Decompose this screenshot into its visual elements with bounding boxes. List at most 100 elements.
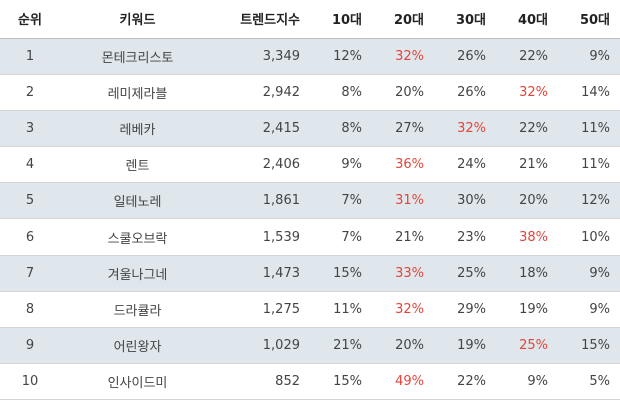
age-50s-cell: 10% <box>581 229 610 245</box>
trend-index-cell: 3,349 <box>262 48 300 64</box>
trend-index-cell: 852 <box>275 374 300 390</box>
table-row: 6 스쿨오브락 1,539 7% 21% 23% 38% 10% <box>0 219 620 256</box>
rank-cell: 6 <box>25 229 35 245</box>
keyword-cell: 겨울나그네 <box>107 267 168 283</box>
age-30s-cell: 19% <box>457 338 486 354</box>
table-row: 2 레미제라블 2,942 8% 20% 26% 32% 14% <box>0 74 620 111</box>
age-50s-cell: 14% <box>581 84 610 100</box>
age-30s-cell: 23% <box>457 229 486 245</box>
rank-cell: 1 <box>25 48 35 64</box>
header-age-30s: 30대 <box>455 13 486 29</box>
age-50s-cell: 9% <box>589 265 610 281</box>
age-10s-cell: 7% <box>341 229 362 245</box>
age-30s-cell: 24% <box>457 157 486 173</box>
age-40s-cell: 22% <box>519 120 548 136</box>
rank-cell: 2 <box>25 84 35 100</box>
header-age-10s: 10대 <box>331 13 362 29</box>
age-10s-cell: 15% <box>333 265 362 281</box>
age-10s-cell: 21% <box>333 338 362 354</box>
age-20s-cell: 21% <box>395 229 424 245</box>
age-40s-cell: 20% <box>519 193 548 209</box>
age-10s-cell: 11% <box>333 301 362 317</box>
table-row: 8 드라큘라 1,275 11% 32% 29% 19% 9% <box>0 291 620 328</box>
age-30s-cell: 22% <box>457 374 486 390</box>
age-40s-cell: 32% <box>519 84 548 100</box>
age-20s-cell: 20% <box>395 338 424 354</box>
age-50s-cell: 12% <box>581 193 610 209</box>
age-30s-cell: 30% <box>457 193 486 209</box>
rank-cell: 5 <box>25 193 35 209</box>
age-50s-cell: 9% <box>589 48 610 64</box>
rank-cell: 10 <box>21 374 39 390</box>
keyword-cell: 일테노레 <box>113 195 162 211</box>
age-30s-cell: 26% <box>457 48 486 64</box>
header-trend-index: 트렌드지수 <box>240 13 300 29</box>
age-20s-cell: 31% <box>395 193 424 209</box>
age-10s-cell: 15% <box>333 374 362 390</box>
age-10s-cell: 8% <box>341 84 362 100</box>
rank-cell: 7 <box>25 265 35 281</box>
header-rank: 순위 <box>18 13 42 29</box>
keyword-cell: 드라큘라 <box>113 303 162 319</box>
trend-index-cell: 2,406 <box>262 157 300 173</box>
age-40s-cell: 9% <box>527 374 548 390</box>
trend-index-cell: 1,539 <box>262 229 300 245</box>
age-50s-cell: 11% <box>581 120 610 136</box>
keyword-cell: 레미제라블 <box>107 86 168 102</box>
header-age-20s: 20대 <box>393 13 424 29</box>
rank-cell: 8 <box>25 301 35 317</box>
age-50s-cell: 15% <box>581 338 610 354</box>
rank-cell: 9 <box>25 338 35 354</box>
age-10s-cell: 7% <box>341 193 362 209</box>
table-row: 7 겨울나그네 1,473 15% 33% 25% 18% 9% <box>0 255 620 292</box>
age-10s-cell: 12% <box>333 48 362 64</box>
age-50s-cell: 5% <box>589 374 610 390</box>
keyword-cell: 스쿨오브락 <box>107 231 168 247</box>
age-30s-cell: 32% <box>457 120 486 136</box>
keyword-cell: 레베카 <box>119 122 156 138</box>
age-40s-cell: 38% <box>519 229 548 245</box>
keyword-cell: 인사이드미 <box>107 376 168 392</box>
age-40s-cell: 21% <box>519 157 548 173</box>
age-50s-cell: 11% <box>581 157 610 173</box>
trend-index-cell: 2,942 <box>262 84 300 100</box>
keyword-cell: 몬테크리스토 <box>101 50 174 66</box>
table-row: 1 몬테크리스토 3,349 12% 32% 26% 22% 9% <box>0 38 620 75</box>
table-row: 5 일테노레 1,861 7% 31% 30% 20% 12% <box>0 182 620 219</box>
age-40s-cell: 22% <box>519 48 548 64</box>
age-50s-cell: 9% <box>589 301 610 317</box>
age-20s-cell: 36% <box>395 157 424 173</box>
table-row: 3 레베카 2,415 8% 27% 32% 22% 11% <box>0 110 620 147</box>
age-20s-cell: 33% <box>395 265 424 281</box>
header-row: 순위 키워드 트렌드지수 10대 20대 30대 40대 50대 <box>0 0 620 38</box>
header-keyword: 키워드 <box>119 13 156 29</box>
age-20s-cell: 49% <box>395 374 424 390</box>
age-10s-cell: 9% <box>341 157 362 173</box>
trend-index-cell: 1,473 <box>262 265 300 281</box>
age-40s-cell: 18% <box>519 265 548 281</box>
age-30s-cell: 26% <box>457 84 486 100</box>
keyword-cell: 렌트 <box>125 159 150 175</box>
trend-index-cell: 2,415 <box>262 120 300 136</box>
age-20s-cell: 32% <box>395 48 424 64</box>
table-row: 9 어린왕자 1,029 21% 20% 19% 25% 15% <box>0 327 620 364</box>
header-age-50s: 50대 <box>579 13 610 29</box>
table-row: 4 렌트 2,406 9% 36% 24% 21% 11% <box>0 147 620 183</box>
age-30s-cell: 25% <box>457 265 486 281</box>
age-40s-cell: 19% <box>519 301 548 317</box>
keyword-cell: 어린왕자 <box>113 340 162 356</box>
age-30s-cell: 29% <box>457 301 486 317</box>
age-20s-cell: 20% <box>395 84 424 100</box>
age-20s-cell: 27% <box>395 120 424 136</box>
rank-cell: 4 <box>25 157 35 173</box>
trend-index-cell: 1,275 <box>262 301 300 317</box>
trend-index-cell: 1,861 <box>262 193 300 209</box>
age-20s-cell: 32% <box>395 301 424 317</box>
age-40s-cell: 25% <box>519 338 548 354</box>
header-age-40s: 40대 <box>517 13 548 29</box>
trend-index-cell: 1,029 <box>262 338 300 354</box>
table-row: 10 인사이드미 852 15% 49% 22% 9% 5% <box>0 364 620 400</box>
rank-cell: 3 <box>25 120 35 136</box>
age-10s-cell: 8% <box>341 120 362 136</box>
